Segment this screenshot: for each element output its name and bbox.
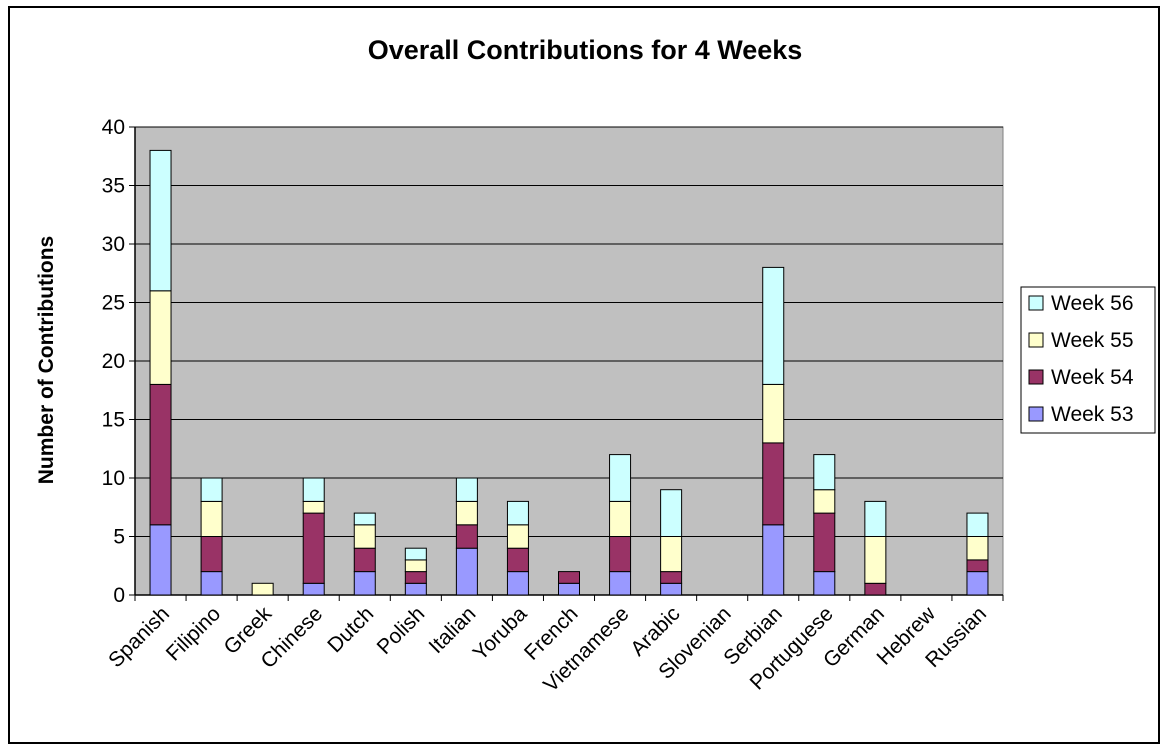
bar-segment: [353, 547, 376, 573]
x-tick-label: Filipino: [162, 602, 225, 665]
bar-segment: [966, 512, 989, 537]
y-tick-label: 20: [102, 350, 125, 373]
bar-segment: [966, 559, 989, 573]
legend-label: Week 54: [1051, 366, 1134, 389]
bar-segment: [506, 524, 529, 549]
bar-segment: [455, 547, 478, 596]
bar-segment: [404, 571, 427, 584]
bar-segment: [864, 536, 887, 584]
x-tick-label: Spanish: [104, 602, 174, 672]
bar-segment: [609, 500, 632, 537]
bar-segment: [455, 524, 478, 549]
y-tick-label: 35: [102, 175, 125, 198]
bar-segment: [609, 454, 632, 502]
bar-segment: [455, 477, 478, 502]
bar-segment: [302, 477, 325, 502]
y-axis-label: Number of Contributions: [35, 236, 58, 484]
bar-segment: [558, 582, 580, 596]
bar-segment: [455, 500, 478, 526]
x-tick-label: Yoruba: [469, 602, 532, 665]
bar-segment: [813, 512, 836, 573]
legend-swatch: [1028, 295, 1044, 311]
legend: Week 56 Week 55 Week 54 Week 53: [1020, 286, 1156, 434]
bar-segment: [609, 536, 632, 573]
bar-segment: [966, 536, 989, 561]
bar-segment: [200, 536, 223, 573]
bar-segment: [660, 489, 683, 538]
legend-label: Week 53: [1051, 403, 1134, 426]
bar-segment: [762, 266, 785, 385]
bar-segment: [506, 571, 529, 596]
bar-segment: [200, 500, 223, 537]
bar-segment: [353, 571, 376, 596]
bar-segment: [762, 442, 785, 526]
y-tick-label: 0: [113, 584, 125, 607]
bar-segment: [864, 500, 887, 537]
bar-segment: [200, 571, 223, 596]
bar-segment: [506, 547, 529, 573]
bar-segment: [966, 571, 989, 596]
legend-swatch: [1028, 406, 1044, 422]
legend-label: Week 55: [1051, 329, 1134, 352]
x-tick-label: Polish: [373, 602, 430, 659]
legend-label: Week 56: [1051, 292, 1134, 315]
bar-segment: [813, 454, 836, 491]
y-tick-label: 10: [102, 467, 125, 490]
legend-swatch: [1028, 332, 1044, 348]
bar-segment: [302, 582, 325, 596]
bar-segment: [149, 149, 172, 292]
bar-segment: [660, 536, 683, 573]
y-tick-label: 15: [102, 409, 125, 432]
x-tick-label: Dutch: [323, 602, 378, 657]
bar-segment: [506, 500, 529, 526]
bar-segment: [660, 571, 683, 584]
bar-segment: [558, 571, 580, 584]
bar-segment: [200, 477, 223, 502]
bar-segment: [404, 547, 427, 561]
bar-segment: [251, 582, 274, 596]
plot-area: 0510152025303540SpanishFilipinoGreekChin…: [102, 116, 1004, 697]
bar-segment: [609, 571, 632, 596]
bar-segment: [302, 500, 325, 514]
bar-segment: [149, 383, 172, 526]
bar-segment: [762, 524, 785, 596]
bar-segment: [302, 512, 325, 584]
bar-segment: [404, 582, 427, 596]
bar-segment: [404, 559, 427, 573]
bar-segment: [149, 290, 172, 385]
bar-segment: [813, 571, 836, 596]
bar-segment: [353, 512, 376, 526]
legend-swatch: [1028, 369, 1044, 385]
y-tick-label: 5: [113, 526, 125, 549]
bar-segment: [149, 524, 172, 596]
bar-segment: [660, 582, 683, 596]
bar-segment: [864, 582, 887, 596]
bar-segment: [813, 489, 836, 514]
y-tick-label: 40: [102, 116, 125, 139]
chart-title: Overall Contributions for 4 Weeks: [368, 35, 803, 65]
bar-segment: [762, 383, 785, 444]
bar-segment: [353, 524, 376, 549]
y-tick-label: 30: [102, 233, 125, 256]
y-tick-label: 25: [102, 292, 125, 315]
